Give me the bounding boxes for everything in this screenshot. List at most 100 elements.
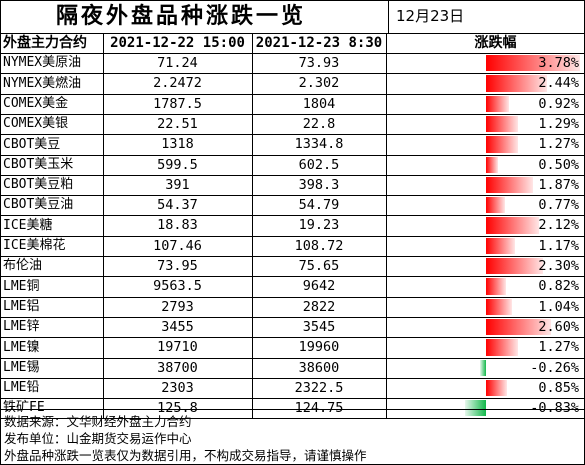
- change-cell: 0.77%: [386, 195, 585, 215]
- price-now: 19.23: [298, 217, 340, 233]
- change-bar-up: [486, 96, 509, 112]
- change-cell: 1.29%: [386, 114, 585, 134]
- change-value: 0.77%: [538, 197, 579, 213]
- table-row: CBOT美玉米 599.5 602.5 0.50%: [0, 155, 585, 175]
- change-cell: 1.04%: [386, 297, 585, 317]
- contract-name: CBOT美玉米: [3, 157, 74, 172]
- change-bar-down: [465, 400, 486, 416]
- table-row: LME铝 2793 2822 1.04%: [0, 297, 585, 317]
- change-bar-up: [486, 217, 539, 234]
- title-row: 隔夜外盘品种涨跌一览 12月23日: [0, 0, 585, 33]
- grid-line-h: [0, 33, 585, 34]
- change-value: 2.30%: [538, 258, 579, 274]
- table-row: COMEX美金 1787.5 1804 0.92%: [0, 94, 585, 114]
- grid-line-v: [103, 33, 104, 418]
- change-value: 0.82%: [538, 278, 579, 294]
- change-value: 1.87%: [538, 177, 579, 193]
- change-bar-up: [486, 197, 505, 213]
- grid-line-h: [0, 256, 585, 257]
- price-now: 38600: [298, 360, 340, 376]
- change-value: 1.29%: [538, 116, 579, 132]
- contract-name: LME铜: [3, 279, 40, 294]
- change-cell: 2.44%: [386, 73, 585, 94]
- grid-line-v: [0, 0, 1, 465]
- change-bar-up: [486, 339, 518, 356]
- change-value: -0.83%: [530, 400, 579, 416]
- footer-publisher: 发布单位：山金期货交易运作中心: [4, 431, 192, 446]
- grid-line-h: [0, 0, 585, 1]
- page-title: 隔夜外盘品种涨跌一览: [56, 3, 307, 29]
- header-change: 涨跌幅: [474, 35, 517, 51]
- footer-source: 数据来源：文华财经外盘主力合约: [4, 414, 192, 429]
- change-value: 0.50%: [538, 157, 579, 173]
- price-prev: 1318: [161, 136, 194, 152]
- table-row: 铁矿FE 125.8 124.75 -0.83%: [0, 398, 585, 418]
- change-value: 1.27%: [538, 339, 579, 355]
- contract-name: ICE美糖: [3, 218, 53, 233]
- change-cell: 0.50%: [386, 155, 585, 175]
- change-bar-up: [486, 278, 506, 295]
- contract-name: LME铝: [3, 299, 40, 314]
- price-now: 9642: [302, 278, 336, 294]
- header-row: 外盘主力合约 2021-12-22 15:00 2021-12-23 8:30 …: [0, 33, 585, 53]
- grid-line-h: [0, 195, 585, 196]
- contract-name: NYMEX美燃油: [3, 76, 82, 91]
- price-prev: 9563.5: [153, 278, 202, 294]
- price-prev: 73.95: [157, 258, 198, 274]
- grid-line-h: [0, 358, 585, 359]
- change-value: 0.85%: [538, 380, 579, 396]
- change-value: 3.78%: [538, 55, 579, 71]
- price-prev: 391: [165, 177, 190, 193]
- change-cell: 1.17%: [386, 236, 585, 256]
- price-now: 2822: [302, 299, 336, 315]
- change-value: 2.44%: [538, 75, 579, 91]
- change-cell: -0.83%: [386, 398, 585, 418]
- change-cell: 1.27%: [386, 337, 585, 358]
- contract-name: CBOT美豆: [3, 137, 61, 152]
- grid-line-h: [0, 215, 585, 216]
- price-now: 2.302: [298, 75, 340, 91]
- table-row: LME铅 2303 2322.5 0.85%: [0, 378, 585, 398]
- price-now: 3545: [302, 319, 336, 335]
- grid-line-h: [0, 297, 585, 298]
- grid-line-h: [0, 155, 585, 156]
- price-now: 1804: [302, 96, 336, 112]
- change-bar-up: [486, 55, 580, 71]
- price-prev: 125.8: [157, 400, 198, 416]
- change-bar-up: [486, 116, 518, 132]
- table-row: CBOT美豆油 54.37 54.79 0.77%: [0, 195, 585, 215]
- header-time1: 2021-12-22 15:00: [110, 35, 245, 51]
- change-cell: 0.85%: [386, 378, 585, 398]
- table-row: CBOT美豆粕 391 398.3 1.87%: [0, 175, 585, 195]
- change-cell: -0.26%: [386, 358, 585, 378]
- price-prev: 2793: [161, 299, 194, 315]
- price-prev: 38700: [157, 360, 198, 376]
- change-value: 1.04%: [538, 299, 579, 315]
- change-cell: 2.30%: [386, 256, 585, 276]
- change-value: 2.60%: [538, 319, 579, 335]
- change-bar-up: [486, 136, 518, 153]
- price-now: 398.3: [298, 177, 340, 193]
- table-row: CBOT美豆 1318 1334.8 1.27%: [0, 134, 585, 155]
- grid-line-h: [0, 418, 585, 419]
- table-row: NYMEX美燃油 2.2472 2.302 2.44%: [0, 73, 585, 94]
- contract-name: COMEX美金: [3, 96, 69, 111]
- change-cell: 1.87%: [386, 175, 585, 195]
- price-prev: 71.24: [157, 55, 198, 71]
- grid-line-h: [0, 94, 585, 95]
- table-row: NYMEX美原油 71.24 73.93 3.78%: [0, 53, 585, 73]
- price-prev: 599.5: [157, 157, 198, 173]
- change-bar-up: [486, 238, 515, 254]
- contract-name: LME铅: [3, 380, 40, 395]
- price-prev: 107.46: [153, 238, 202, 254]
- report-date: 12月23日: [396, 7, 465, 25]
- contract-name: COMEX美银: [3, 116, 69, 131]
- price-prev: 2303: [161, 380, 194, 396]
- change-cell: 3.78%: [386, 53, 585, 73]
- grid-line-h: [0, 236, 585, 237]
- table-row: LME镍 19710 19960 1.27%: [0, 337, 585, 358]
- contract-name: LME锡: [3, 360, 40, 375]
- price-prev: 22.51: [157, 116, 198, 132]
- change-bar-up: [486, 177, 533, 193]
